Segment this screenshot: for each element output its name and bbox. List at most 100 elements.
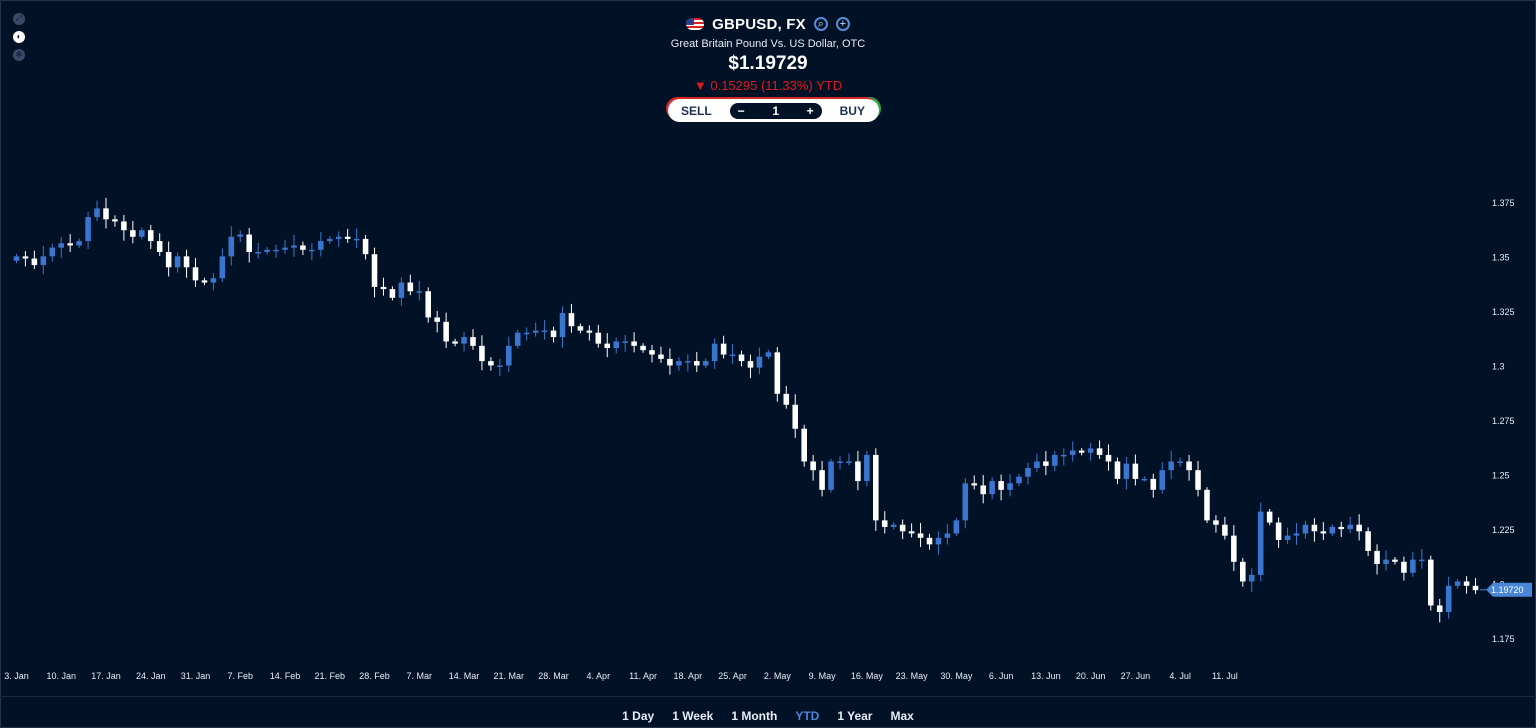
candle-body bbox=[380, 286, 387, 290]
y-tick-label: 1.35 bbox=[1492, 252, 1510, 262]
candle-body bbox=[1347, 524, 1353, 530]
candle-body bbox=[76, 241, 82, 246]
settings-icon[interactable]: ✻ bbox=[13, 49, 25, 61]
quantity-stepper[interactable]: − 1 + bbox=[729, 102, 822, 119]
us-flag-icon bbox=[686, 18, 705, 30]
candle-body bbox=[1419, 559, 1425, 562]
timeframe-1-week[interactable]: 1 Week bbox=[672, 709, 714, 723]
y-tick-label: 1.175 bbox=[1492, 634, 1515, 644]
x-tick-label: 24. Jan bbox=[136, 671, 166, 681]
candle-body bbox=[604, 343, 611, 348]
candle-body bbox=[873, 454, 879, 521]
candle-body bbox=[49, 247, 56, 257]
candle-body bbox=[622, 341, 628, 343]
candle-body bbox=[1472, 585, 1479, 591]
y-tick-label: 1.25 bbox=[1492, 471, 1510, 481]
candle-body bbox=[1177, 461, 1183, 463]
increase-button[interactable]: + bbox=[806, 103, 814, 118]
y-tick-label: 1.275 bbox=[1492, 416, 1515, 426]
buy-button[interactable]: BUY bbox=[839, 103, 865, 118]
candle-body bbox=[103, 208, 109, 220]
candle-body bbox=[658, 354, 664, 359]
decrease-button[interactable]: − bbox=[737, 103, 745, 118]
candle-body bbox=[1213, 520, 1219, 525]
candle-body bbox=[1141, 478, 1148, 481]
candle-body bbox=[944, 533, 951, 538]
quantity-value[interactable]: 1 bbox=[772, 103, 779, 118]
candle-body bbox=[693, 361, 700, 366]
candle-body bbox=[156, 241, 163, 252]
candle-body bbox=[953, 520, 960, 534]
candle-body bbox=[1087, 448, 1094, 453]
timeframe-max[interactable]: Max bbox=[890, 709, 914, 723]
candle-body bbox=[130, 230, 136, 237]
x-tick-label: 28. Feb bbox=[359, 671, 390, 681]
candle-body bbox=[1374, 550, 1380, 564]
candle-body bbox=[318, 241, 324, 250]
timeframe-1-day[interactable]: 1 Day bbox=[622, 709, 655, 723]
candle-body bbox=[1168, 461, 1174, 471]
candle-body bbox=[371, 254, 378, 287]
candle-body bbox=[765, 352, 772, 357]
timeframe-1-year[interactable]: 1 Year bbox=[837, 709, 873, 723]
x-tick-label: 13. Jun bbox=[1031, 671, 1061, 681]
candle-body bbox=[676, 361, 682, 366]
candle-body bbox=[1410, 559, 1416, 573]
candle-body bbox=[434, 317, 440, 322]
candle-body bbox=[237, 234, 244, 237]
x-tick-label: 3. Jan bbox=[4, 671, 29, 681]
timeframe-ytd[interactable]: YTD bbox=[795, 709, 820, 723]
candle-body bbox=[1096, 448, 1103, 455]
search-icon[interactable]: ⌕ bbox=[813, 17, 828, 31]
x-tick-label: 14. Feb bbox=[270, 671, 301, 681]
candle-body bbox=[1204, 489, 1210, 521]
candle-body bbox=[1436, 605, 1443, 612]
add-icon[interactable]: + bbox=[835, 17, 850, 31]
indicator-toggle-icon[interactable]: ◐ bbox=[13, 31, 25, 43]
candle-body bbox=[908, 531, 915, 534]
candle-body bbox=[998, 481, 1004, 490]
y-tick-label: 1.225 bbox=[1492, 525, 1515, 535]
candle-body bbox=[631, 341, 637, 346]
candle-body bbox=[13, 256, 20, 261]
sell-button[interactable]: SELL bbox=[681, 103, 712, 118]
candle-body bbox=[837, 461, 843, 463]
candle-body bbox=[470, 337, 476, 346]
candle-body bbox=[810, 461, 816, 471]
candle-body bbox=[1401, 561, 1407, 573]
ytd-change: ▼ 0.15295 (11.33%) YTD bbox=[693, 78, 843, 93]
candle-body bbox=[273, 249, 279, 252]
candle-body bbox=[1329, 526, 1336, 534]
timeframe-1-month[interactable]: 1 Month bbox=[731, 709, 778, 723]
drawing-tool-icon[interactable]: ⤢ bbox=[13, 13, 25, 25]
candle-body bbox=[1392, 559, 1398, 562]
x-tick-label: 2. May bbox=[764, 671, 792, 681]
candle-body bbox=[344, 236, 351, 239]
y-tick-label: 1.3 bbox=[1492, 361, 1505, 371]
candle-body bbox=[416, 291, 423, 293]
candle-body bbox=[1463, 581, 1470, 586]
candle-body bbox=[738, 354, 745, 362]
candlestick-chart[interactable]: 1.3751.351.3251.31.2751.251.2251.21.1753… bbox=[0, 0, 1536, 700]
candle-body bbox=[980, 485, 986, 495]
candle-body bbox=[559, 313, 566, 338]
candle-body bbox=[1043, 461, 1049, 466]
candle-body bbox=[1105, 454, 1112, 462]
x-tick-label: 25. Apr bbox=[718, 671, 747, 681]
candle-body bbox=[228, 236, 235, 257]
candle-body bbox=[1222, 524, 1228, 536]
candle-body bbox=[389, 289, 396, 298]
candle-body bbox=[971, 483, 978, 486]
candle-body bbox=[864, 454, 870, 482]
candle-body bbox=[783, 393, 790, 405]
candle-body bbox=[335, 236, 342, 239]
candle-body bbox=[649, 350, 655, 355]
candle-body bbox=[1025, 468, 1031, 477]
candle-body bbox=[192, 267, 199, 281]
candle-body bbox=[595, 332, 602, 344]
last-price-badge bbox=[1486, 582, 1532, 597]
candle-body bbox=[1266, 511, 1273, 523]
candle-body bbox=[523, 332, 530, 335]
candle-body bbox=[1078, 450, 1085, 453]
candle-body bbox=[729, 354, 736, 357]
